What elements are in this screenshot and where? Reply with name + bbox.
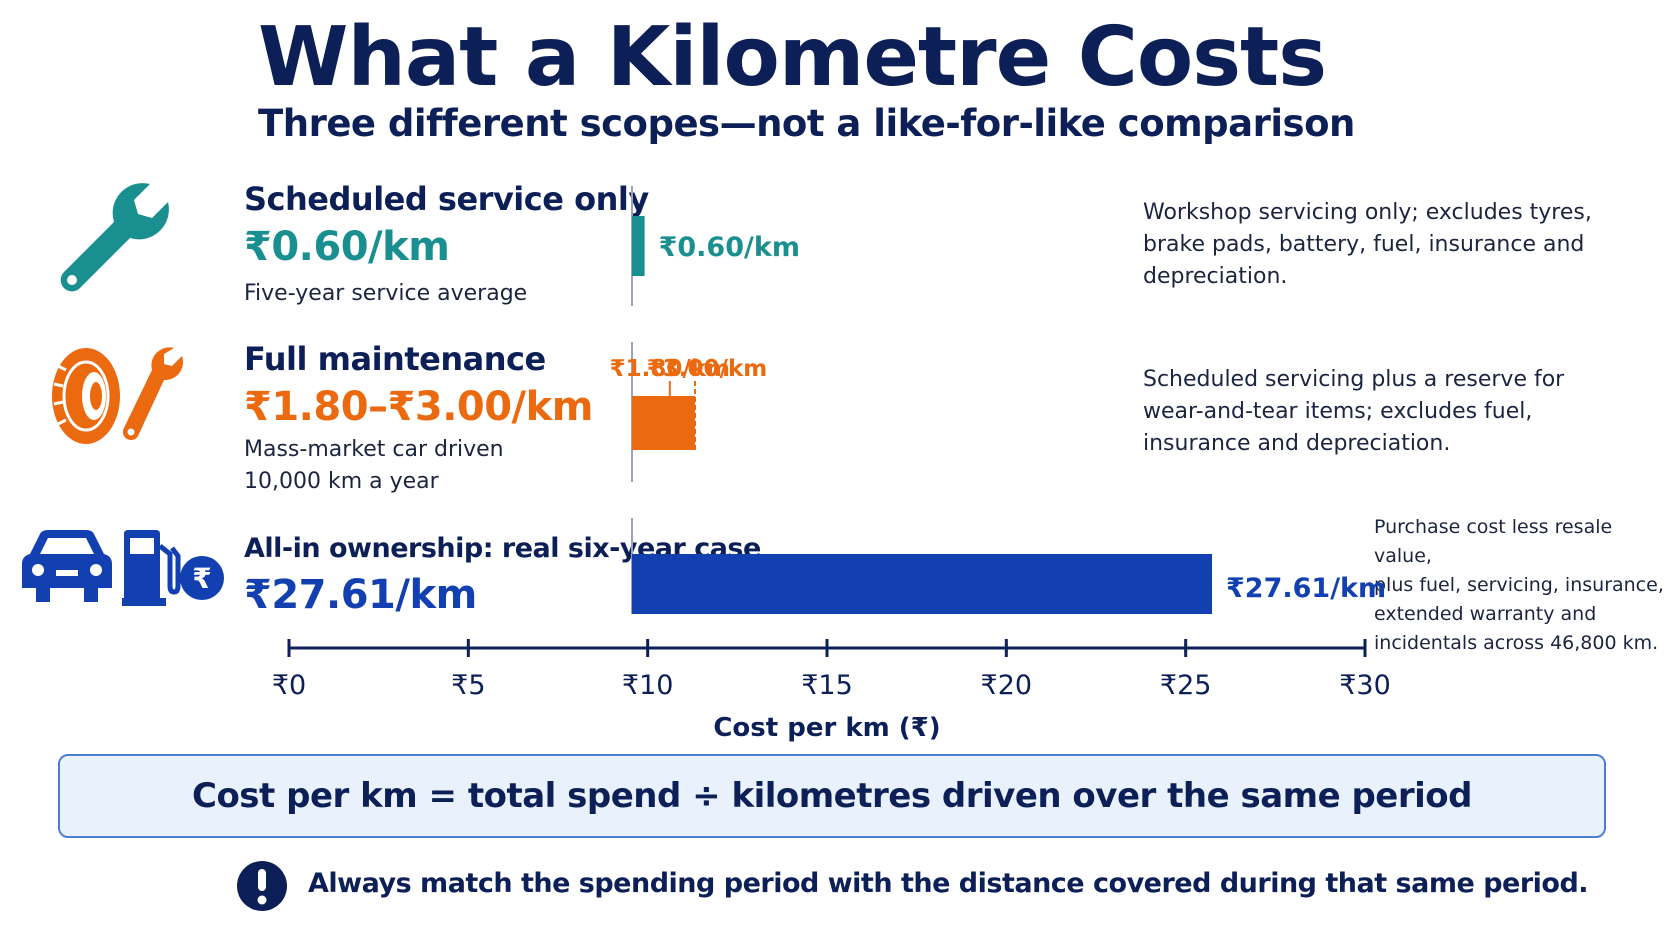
x-axis-label: Cost per km (₹) [713, 713, 940, 743]
row-subtitle-maintenance: Mass-market car driven 10,000 km a year [244, 437, 504, 494]
bar-3 [632, 554, 1212, 614]
exclamation-icon [236, 860, 288, 916]
row-value-maintenance: ₹1.80–₹3.00/km [244, 384, 593, 430]
row-note-ownership: Purchase cost less resale value, plus fu… [1374, 516, 1664, 654]
row-subtitle-service: Five-year service average [244, 281, 528, 306]
bar-1 [632, 216, 645, 276]
wrench-icon [54, 178, 174, 304]
formula-text: Cost per km = total spend ÷ kilometres d… [192, 776, 1472, 816]
page-title: What a Kilometre Costs [258, 10, 1327, 105]
x-tick-label-15: ₹15 [801, 670, 853, 701]
row-note-service: Workshop servicing only; excludes tyres,… [1143, 200, 1592, 289]
svg-text:₹: ₹ [192, 562, 211, 595]
x-tick-label-30: ₹30 [1339, 670, 1391, 701]
range-label-high: ₹3.00/km [647, 356, 767, 382]
row-value-service: ₹0.60/km [244, 224, 450, 270]
data-label-service: ₹0.60/km [659, 232, 800, 263]
tip-text: Always match the spending period with th… [308, 868, 1589, 899]
range-label-low: ₹1.80/km [610, 356, 730, 382]
x-tick-label-5: ₹5 [451, 670, 485, 701]
row-value-ownership: ₹27.61/km [244, 572, 477, 618]
car-fuel-rupee-icon: ₹ [16, 526, 226, 616]
x-tick-label-25: ₹25 [1160, 670, 1212, 701]
tyre-wrench-icon [46, 344, 184, 452]
formula-box: Cost per km = total spend ÷ kilometres d… [58, 754, 1606, 838]
row-title-maintenance: Full maintenance [244, 340, 546, 378]
bar-2 [632, 396, 696, 450]
data-label-ownership: ₹27.61/km [1226, 573, 1386, 604]
x-tick-label-10: ₹10 [622, 670, 674, 701]
x-tick-label-0: ₹0 [272, 670, 306, 701]
row-title-service: Scheduled service only [244, 180, 649, 218]
page-subtitle: Three different scopes—not a like-for-li… [258, 102, 1355, 145]
row-note-maintenance: Scheduled servicing plus a reserve for w… [1143, 367, 1565, 456]
cost-per-km-chart: ₹0.60/km ₹1.80/km₹3.00/km ₹27.61/km ₹0 ₹5 ₹10… [272, 186, 1391, 743]
x-tick-label-20: ₹20 [981, 670, 1033, 701]
